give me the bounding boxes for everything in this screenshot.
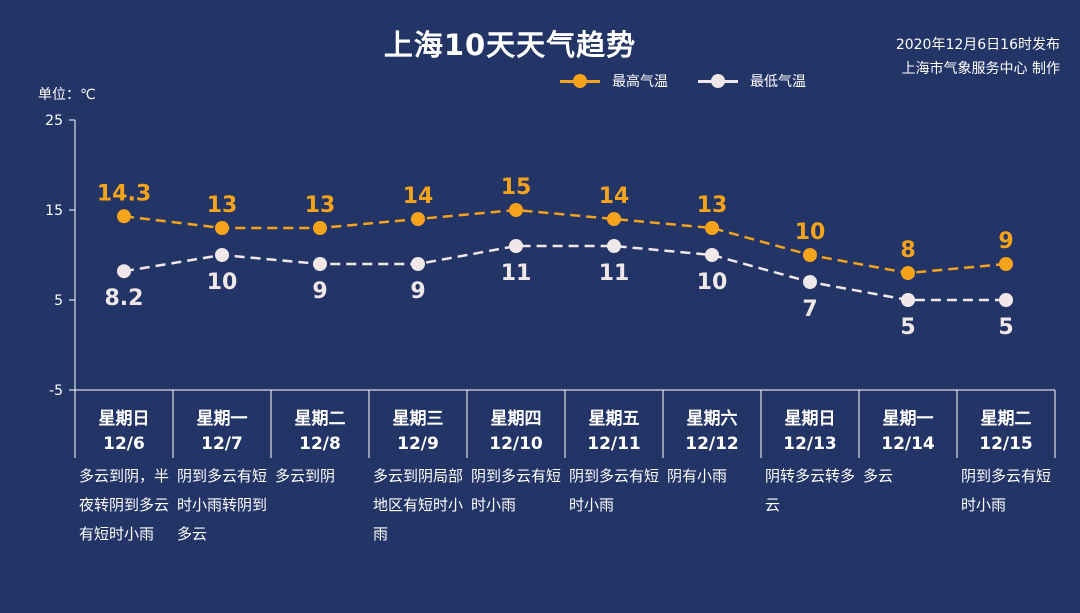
data-point-high (803, 248, 817, 262)
day-date: 12/10 (489, 434, 543, 454)
day-weekday: 星期六 (686, 409, 738, 429)
legend-item-high: 最高气温 (560, 71, 668, 91)
y-tick-label: 5 (54, 293, 63, 309)
day-weather-desc: 阴有小雨 (667, 467, 728, 485)
day-weather-desc: 阴到多云有短时小雨 (471, 467, 562, 514)
data-label-high: 10 (795, 220, 826, 245)
data-label-high: 14.3 (97, 181, 151, 206)
day-weather-desc: 阴到多云有短时小雨 (569, 467, 660, 514)
legend-label-low: 最低气温 (750, 74, 806, 90)
legend: 最高气温 最低气温 (560, 71, 836, 91)
data-point-low (607, 239, 621, 253)
data-point-high (705, 221, 719, 235)
data-label-low: 10 (697, 270, 728, 295)
day-weekday: 星期二 (294, 409, 346, 429)
data-label-high: 8 (900, 238, 915, 263)
y-axis-unit: 单位：℃ (38, 87, 96, 103)
legend-item-low: 最低气温 (698, 71, 806, 91)
day-date: 12/15 (979, 434, 1033, 454)
day-weekday: 星期三 (392, 409, 444, 429)
y-tick-label: -5 (49, 383, 63, 399)
data-label-low: 5 (900, 315, 915, 340)
day-weather-desc: 多云 (863, 467, 894, 485)
day-date: 12/13 (783, 434, 837, 454)
data-label-low: 11 (599, 261, 630, 286)
data-label-high: 9 (998, 229, 1013, 254)
data-label-low: 7 (802, 297, 817, 322)
data-point-low (117, 264, 131, 279)
day-weekday: 星期五 (588, 409, 640, 429)
data-point-high (215, 221, 229, 235)
legend-label-high: 最高气温 (612, 74, 668, 90)
data-label-low: 9 (312, 279, 327, 304)
day-date: 12/6 (103, 434, 145, 454)
data-point-low (803, 275, 817, 289)
data-point-high (999, 257, 1013, 271)
data-point-low (999, 293, 1013, 307)
series-line-low (123, 244, 1006, 302)
day-weather-desc: 阴到多云有短时小雨 (961, 467, 1052, 514)
day-weekday: 星期二 (980, 409, 1032, 429)
data-label-high: 13 (207, 193, 238, 218)
day-weather-desc: 多云到阴，半夜转阴到多云有短时小雨 (79, 467, 170, 543)
day-weekday: 星期四 (490, 409, 542, 429)
day-date: 12/12 (685, 434, 739, 454)
day-date: 12/11 (587, 434, 641, 454)
day-weather-desc: 多云到阴局部地区有短时小雨 (373, 467, 464, 543)
day-weather-desc: 阴转多云转多云 (765, 467, 856, 514)
data-point-low (313, 257, 327, 271)
data-label-low: 11 (501, 261, 532, 286)
data-label-high: 15 (501, 175, 532, 200)
data-point-low (509, 239, 523, 253)
data-point-high (411, 212, 425, 226)
publish-time: 2020年12月6日16时发布 (895, 37, 1060, 53)
data-point-low (705, 248, 719, 262)
day-weather-desc: 阴到多云有短时小雨转阴到多云 (177, 467, 268, 543)
day-weekday: 星期一 (882, 409, 934, 429)
data-label-low: 10 (207, 270, 238, 295)
day-date: 12/14 (881, 434, 935, 454)
data-point-low (215, 248, 229, 262)
legend-swatch-high (560, 71, 600, 91)
data-label-high: 14 (403, 184, 434, 209)
data-label-low: 5 (998, 315, 1013, 340)
series-line-high (123, 208, 1007, 275)
data-point-high (313, 221, 327, 235)
day-weekday: 星期日 (784, 409, 836, 429)
data-point-low (901, 293, 915, 307)
day-weekday: 星期日 (98, 409, 150, 429)
data-label-high: 13 (697, 193, 728, 218)
day-weekday: 星期一 (196, 409, 248, 429)
data-point-high (607, 212, 621, 226)
data-point-high (901, 266, 915, 280)
data-label-low: 8.2 (105, 286, 144, 311)
y-tick-label: 15 (45, 203, 63, 219)
data-point-high (117, 209, 131, 224)
day-date: 12/9 (397, 434, 439, 454)
data-point-low (411, 257, 425, 271)
publish-org: 上海市气象服务中心 制作 (901, 61, 1060, 77)
data-label-low: 9 (410, 279, 425, 304)
day-date: 12/7 (201, 434, 243, 454)
publish-info: 2020年12月6日16时发布 上海市气象服务中心 制作 (896, 33, 1060, 81)
legend-swatch-low (698, 71, 738, 91)
day-weather-desc: 多云到阴 (275, 467, 336, 485)
data-label-high: 14 (599, 184, 630, 209)
page-title: 上海10天天气趋势 (383, 28, 637, 62)
day-date: 12/8 (299, 434, 341, 454)
data-point-high (509, 203, 523, 217)
y-tick-label: 25 (45, 113, 63, 129)
data-label-high: 13 (305, 193, 336, 218)
